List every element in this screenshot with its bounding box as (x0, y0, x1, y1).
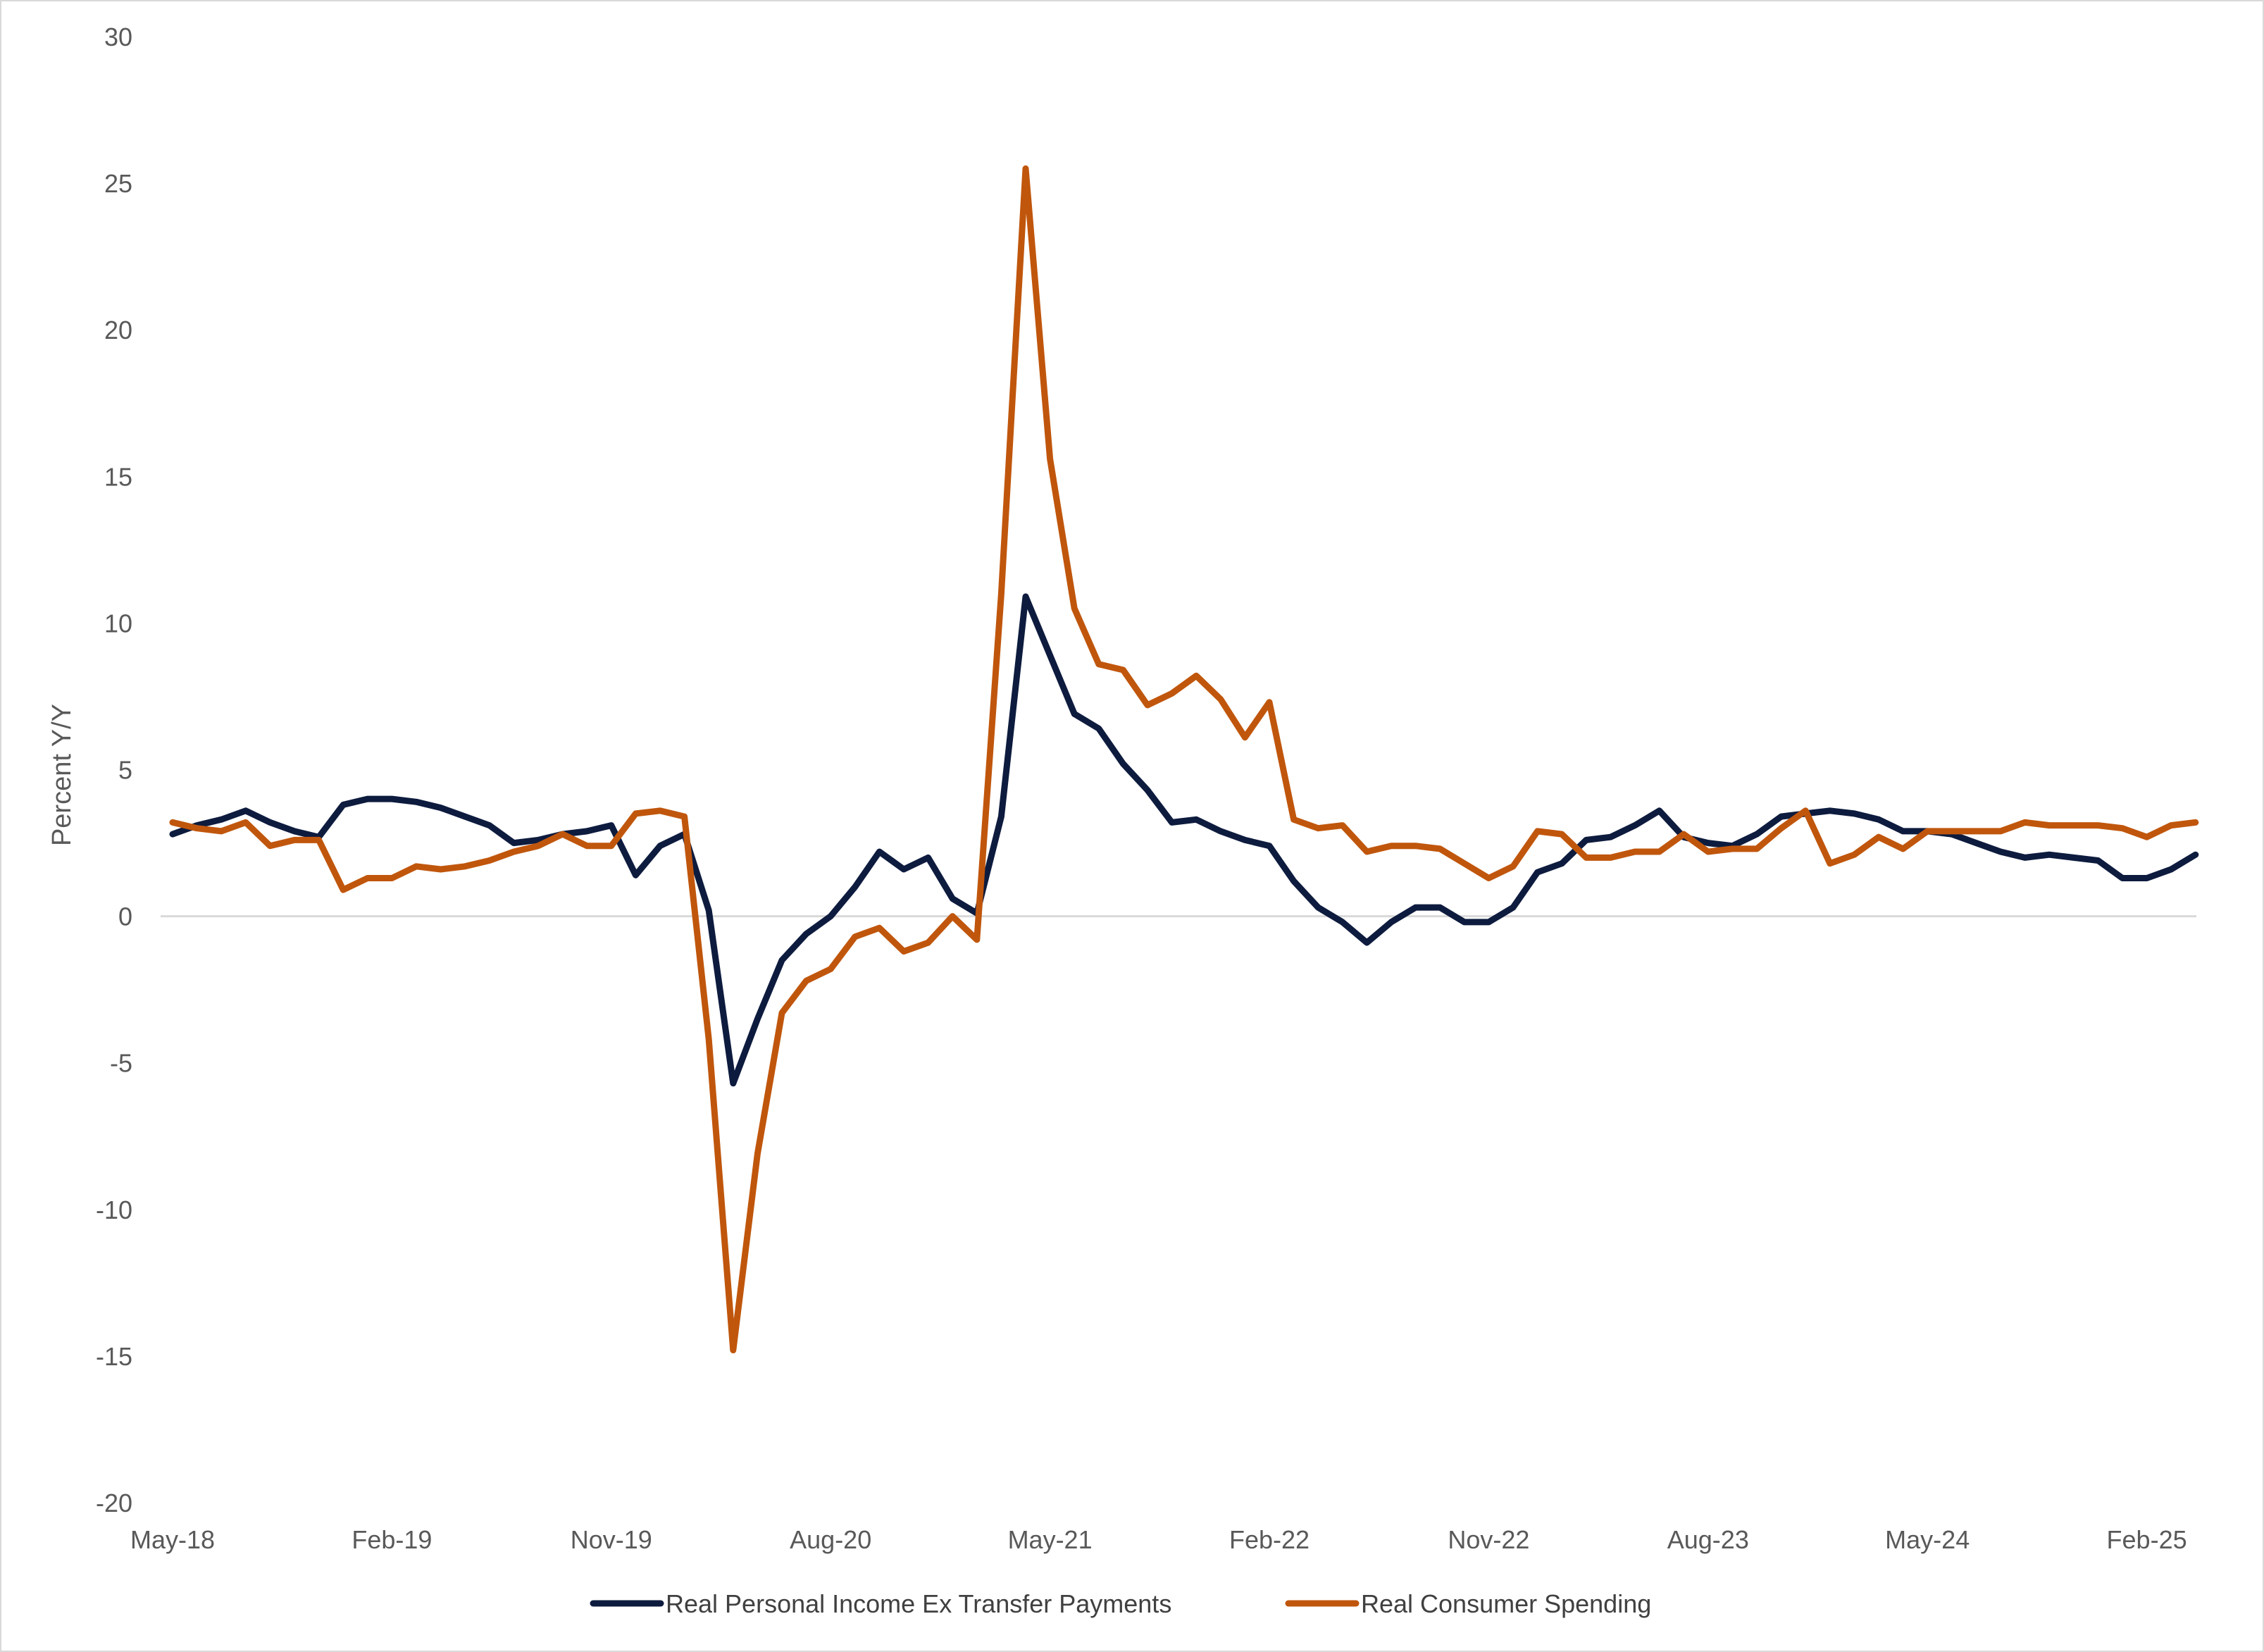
y-tick-label: 15 (104, 462, 132, 491)
x-tick-label: Feb-25 (2107, 1525, 2187, 1554)
x-tick-label: May-24 (1885, 1525, 1970, 1554)
x-tick-label: May-21 (1008, 1525, 1093, 1554)
y-tick-label: 0 (118, 902, 132, 931)
y-tick-label: -10 (96, 1195, 132, 1224)
x-tick-label: Nov-19 (571, 1525, 652, 1554)
y-tick-label: 20 (104, 316, 132, 344)
legend-label-spending: Real Consumer Spending (1361, 1589, 1651, 1618)
series-lines (169, 165, 2199, 1354)
y-axis-title: Percent Y/Y (47, 704, 77, 846)
x-tick-label: Aug-23 (1667, 1525, 1749, 1554)
legend-label-income: Real Personal Income Ex Transfer Payment… (666, 1589, 1171, 1618)
y-tick-label: -20 (96, 1489, 132, 1517)
y-axis-ticks: 30 25 20 15 10 5 0 -5 -10 -15 -20 (96, 23, 132, 1517)
y-tick-label: 10 (104, 609, 132, 638)
x-tick-label: Nov-22 (1448, 1525, 1529, 1554)
x-tick-label: Feb-22 (1229, 1525, 1310, 1554)
x-tick-label: Feb-19 (352, 1525, 432, 1554)
legend: Real Personal Income Ex Transfer Payment… (590, 1589, 1651, 1618)
y-tick-label: 25 (104, 169, 132, 198)
x-tick-label: Aug-20 (790, 1525, 871, 1554)
series-line-income (169, 593, 2199, 1087)
y-tick-label: -15 (96, 1342, 132, 1371)
x-tick-label: May-18 (130, 1525, 215, 1554)
series-line-spending (169, 165, 2199, 1354)
y-tick-label: 5 (118, 756, 132, 785)
y-tick-label: -5 (110, 1049, 132, 1078)
y-tick-label: 30 (104, 23, 132, 51)
x-axis-ticks: May-18 Feb-19 Nov-19 Aug-20 May-21 Feb-22 Nov-… (130, 1525, 2187, 1554)
